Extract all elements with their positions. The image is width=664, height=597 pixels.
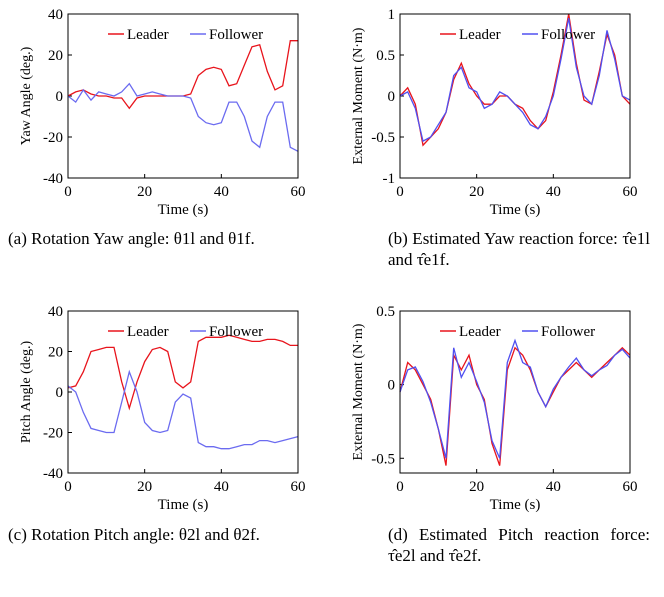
data-line xyxy=(67,82,299,152)
x-axis-label: Time (s) xyxy=(158,497,209,513)
legend-label: Follower xyxy=(541,324,595,340)
y-tick-label: 0.5 xyxy=(376,48,395,64)
y-tick-label: -40 xyxy=(43,171,63,187)
y-tick-label: -0.5 xyxy=(371,451,395,467)
plot-frame xyxy=(399,310,631,474)
plot-frame xyxy=(399,13,631,179)
y-tick-label: -40 xyxy=(43,466,63,482)
legend-label: Leader xyxy=(459,324,501,340)
y-tick-label: 40 xyxy=(48,7,63,23)
y-tick-label: 0 xyxy=(56,385,64,401)
y-axis-label: External Moment (N·m) xyxy=(351,27,366,164)
caption: (a) Rotation Yaw angle: θ1l and θ1f. xyxy=(8,229,255,248)
x-tick-label: 60 xyxy=(623,184,638,200)
y-tick-label: 0 xyxy=(388,89,396,105)
caption: (d) Estimated Pitch reaction force: τ̂e2… xyxy=(388,525,650,565)
legend-label: Follower xyxy=(209,324,263,340)
x-tick-label: 20 xyxy=(137,479,152,495)
x-tick-label: 0 xyxy=(64,479,72,495)
x-tick-label: 60 xyxy=(623,479,638,495)
data-line xyxy=(399,17,631,143)
x-tick-label: 60 xyxy=(291,479,306,495)
legend-label: Leader xyxy=(459,27,501,43)
y-tick-label: 0 xyxy=(388,378,396,394)
y-tick-label: -0.5 xyxy=(371,130,395,146)
x-tick-label: 60 xyxy=(291,184,306,200)
data-line xyxy=(399,346,631,466)
y-axis-label: Yaw Angle (deg.) xyxy=(19,46,34,145)
y-axis-label: Pitch Angle (deg.) xyxy=(19,341,34,444)
x-tick-label: 20 xyxy=(469,184,484,200)
caption: (c) Rotation Pitch angle: θ2l and θ2f. xyxy=(8,525,260,544)
legend-label: Leader xyxy=(127,27,169,43)
x-axis-label: Time (s) xyxy=(490,202,541,218)
x-tick-label: 0 xyxy=(396,184,404,200)
y-tick-label: 40 xyxy=(48,304,63,320)
legend: Leader Follower xyxy=(108,324,263,340)
caption: (b) Estimated Yaw reaction force: τ̂e1l … xyxy=(388,229,650,269)
x-tick-label: 40 xyxy=(546,479,561,495)
data-line xyxy=(399,13,631,147)
x-axis-label: Time (s) xyxy=(490,497,541,513)
x-tick-label: 40 xyxy=(546,184,561,200)
legend-label: Follower xyxy=(209,27,263,43)
legend-label: Follower xyxy=(541,27,595,43)
plot-frame xyxy=(67,310,299,474)
y-tick-label: 1 xyxy=(388,7,396,23)
data-line xyxy=(67,369,299,450)
y-tick-label: -20 xyxy=(43,130,63,146)
y-tick-label: 20 xyxy=(48,48,63,64)
legend-label: Leader xyxy=(127,324,169,340)
legend: Leader Follower xyxy=(108,27,263,43)
plot-frame xyxy=(67,13,299,179)
x-tick-label: 0 xyxy=(64,184,72,200)
x-tick-label: 40 xyxy=(214,184,229,200)
x-tick-label: 20 xyxy=(137,184,152,200)
x-tick-label: 40 xyxy=(214,479,229,495)
x-axis-label: Time (s) xyxy=(158,202,209,218)
data-line xyxy=(399,338,631,459)
legend: Leader Follower xyxy=(440,324,595,340)
y-tick-label: -20 xyxy=(43,426,63,442)
data-line xyxy=(67,334,298,411)
x-tick-label: 20 xyxy=(469,479,484,495)
y-axis-label: External Moment (N·m) xyxy=(351,323,366,460)
data-line xyxy=(67,40,298,110)
legend: Leader Follower xyxy=(440,27,595,43)
y-tick-label: 0 xyxy=(56,89,64,105)
y-tick-label: 20 xyxy=(48,345,63,361)
y-tick-label: -1 xyxy=(383,171,396,187)
x-tick-label: 0 xyxy=(396,479,404,495)
y-tick-label: 0.5 xyxy=(376,304,395,320)
